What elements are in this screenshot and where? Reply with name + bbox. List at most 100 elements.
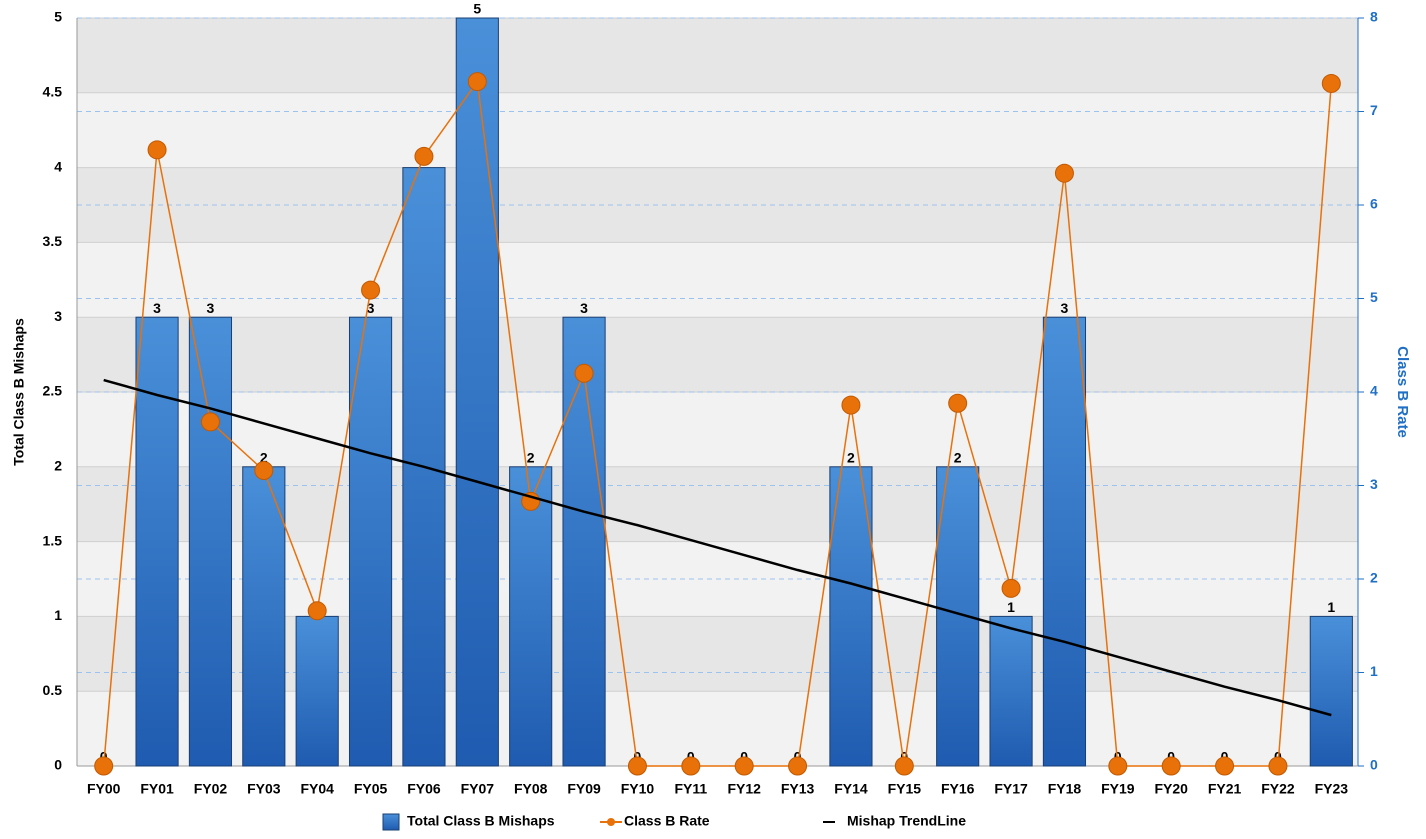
y-tick-label: 3.5 [43,233,63,249]
x-tick-label: FY04 [300,781,334,797]
bar [348,316,393,767]
x-tick-label: FY17 [994,781,1028,797]
x-tick-label: FY06 [407,781,441,797]
rate-marker [1215,756,1235,776]
y-tick-label: 0.5 [43,682,63,698]
y-tick-label: 4 [54,158,62,174]
data-label: 3 [207,300,215,316]
rate-marker [948,393,968,413]
bar [989,615,1033,767]
y-tick-label: 4.5 [43,84,63,100]
y2-tick-label: 4 [1370,383,1378,399]
y2-tick-label: 2 [1370,570,1378,586]
data-label: 2 [847,450,855,466]
y2-tick-label: 3 [1370,476,1378,492]
bar [188,316,233,767]
plot-band [77,691,1358,766]
plot-band [77,242,1358,318]
y2-tick-label: 1 [1370,663,1378,679]
bar [562,316,606,767]
rate-marker [361,280,381,300]
data-label: 2 [527,450,535,466]
x-tick-label: FY01 [140,781,174,797]
plot-band [77,18,1358,93]
y-tick-label: 5 [54,9,62,25]
data-label: 5 [473,1,481,17]
y-tick-label: 2.5 [43,383,63,399]
x-tick-label: FY16 [941,781,975,797]
y2-tick-label: 7 [1370,102,1378,118]
x-tick-label: FY07 [461,781,495,797]
x-tick-label: FY13 [781,781,815,797]
rate-marker [1161,756,1181,776]
legend-label: Class B Rate [624,813,710,829]
bar [135,316,179,767]
x-tick-label: FY09 [567,781,601,797]
rate-marker [1321,73,1341,93]
legend-swatch [607,818,615,826]
y2-tick-label: 8 [1370,9,1378,25]
data-label: 2 [260,450,268,466]
rate-marker [414,146,434,166]
rate-marker [894,756,914,776]
y-axis-title: Total Class B Mishaps [11,318,27,466]
rate-marker [788,756,808,776]
bar [509,466,553,767]
data-label: 3 [580,300,588,316]
x-tick-label: FY18 [1048,781,1082,797]
bar [829,466,873,767]
plot-band [77,92,1358,168]
rate-marker [681,756,701,776]
x-tick-label: FY12 [727,781,761,797]
bar [455,17,499,767]
x-tick-label: FY05 [354,781,388,797]
data-label: 1 [1327,599,1335,615]
rate-marker [1001,578,1021,598]
x-tick-label: FY08 [514,781,548,797]
x-tick-label: FY15 [888,781,922,797]
rate-marker [467,72,487,92]
data-label: 2 [954,450,962,466]
x-tick-label: FY23 [1315,781,1349,797]
rate-marker [841,395,861,415]
trend-line [103,378,1332,717]
data-label: 3 [367,300,375,316]
rate-marker [147,140,167,160]
plot-band [77,317,1358,392]
rate-marker [254,461,274,481]
rate-marker [574,363,594,383]
x-tick-label: FY02 [194,781,228,797]
x-tick-label: FY20 [1154,781,1188,797]
plot-band [77,616,1358,692]
bar [242,466,286,767]
legend-label: Mishap TrendLine [847,813,966,829]
data-label: 3 [1061,300,1069,316]
y2-axis-title: Class B Rate [1394,346,1411,438]
bar [295,615,339,767]
plot-band [77,466,1358,542]
y-tick-label: 2 [54,458,62,474]
rate-marker [1268,756,1288,776]
data-label: 3 [153,300,161,316]
rate-marker [307,601,327,621]
rate-marker [1108,756,1128,776]
x-tick-label: FY10 [621,781,655,797]
rate-marker [1054,163,1074,183]
rate-marker [94,756,114,776]
y-tick-label: 1 [54,607,62,623]
bar [1042,316,1087,767]
rate-marker [734,756,754,776]
x-tick-label: FY00 [87,781,121,797]
rate-marker [200,412,220,432]
y-tick-label: 1.5 [43,532,63,548]
rate-marker [627,756,647,776]
bar [1309,615,1353,767]
x-tick-label: FY03 [247,781,281,797]
x-tick-label: FY14 [834,781,868,797]
legend-label: Total Class B Mishaps [407,813,555,829]
y-tick-label: 0 [54,757,62,773]
y2-tick-label: 0 [1370,757,1378,773]
y-tick-label: 3 [54,308,62,324]
y2-tick-label: 5 [1370,289,1378,305]
